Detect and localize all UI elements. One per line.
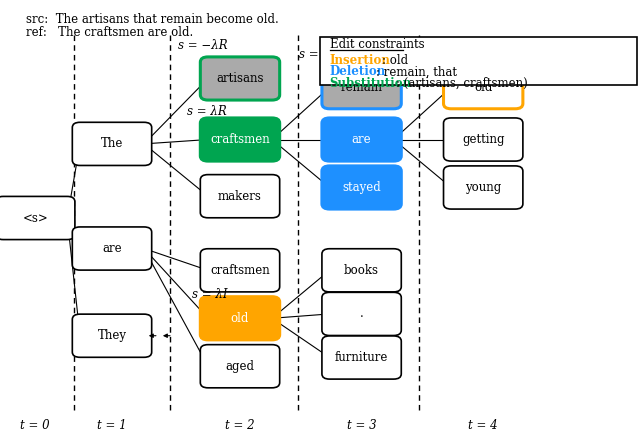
Text: Substitution: Substitution [330,77,412,90]
FancyBboxPatch shape [444,166,523,209]
Text: old: old [474,81,492,94]
Text: remain: remain [340,81,383,94]
FancyBboxPatch shape [200,174,280,218]
FancyBboxPatch shape [322,292,401,336]
FancyBboxPatch shape [72,227,152,270]
Text: t = 3: t = 3 [347,419,376,432]
FancyBboxPatch shape [322,336,401,379]
Text: are: are [352,133,371,146]
Text: : remain, that: : remain, that [376,65,458,78]
FancyBboxPatch shape [444,118,523,161]
FancyBboxPatch shape [72,314,152,358]
Text: : (artisans, craftsmen): : (artisans, craftsmen) [396,77,527,90]
FancyBboxPatch shape [322,249,401,292]
FancyBboxPatch shape [444,65,523,109]
Text: Deletion: Deletion [330,65,386,78]
Text: They: They [97,329,127,342]
Text: t = 1: t = 1 [97,419,127,432]
FancyBboxPatch shape [200,118,280,161]
Text: craftsmen: craftsmen [210,133,270,146]
FancyBboxPatch shape [72,122,152,165]
Text: s = λI: s = λI [435,48,470,61]
Text: t = 0: t = 0 [20,419,50,432]
Text: young: young [465,181,501,194]
FancyBboxPatch shape [0,196,75,240]
Text: craftsmen: craftsmen [210,264,270,277]
Text: stayed: stayed [342,181,381,194]
Text: artisans: artisans [216,72,264,85]
FancyBboxPatch shape [322,65,401,109]
Text: getting: getting [462,133,504,146]
Text: t = 4: t = 4 [468,419,498,432]
Text: s = λR: s = λR [188,105,227,118]
Text: s = −λR: s = −λR [177,39,227,52]
Text: <s>: <s> [22,211,48,225]
Text: books: books [344,264,379,277]
FancyBboxPatch shape [200,344,280,388]
Text: The: The [101,137,123,150]
Text: aged: aged [225,360,255,373]
Text: Edit constraints: Edit constraints [330,37,424,51]
Text: makers: makers [218,190,262,203]
Text: : old: : old [382,54,408,67]
Text: are: are [102,242,122,255]
FancyBboxPatch shape [320,37,637,85]
FancyBboxPatch shape [200,296,280,340]
Text: furniture: furniture [335,351,388,364]
Text: old: old [231,312,249,325]
Text: Insertion: Insertion [330,54,390,67]
Text: s = −λD: s = −λD [299,48,349,61]
Text: src:  The artisans that remain become old.: src: The artisans that remain become old… [26,13,278,26]
FancyBboxPatch shape [322,118,401,161]
Text: t = 2: t = 2 [225,419,255,432]
Text: ref:   The craftsmen are old.: ref: The craftsmen are old. [26,26,193,39]
FancyBboxPatch shape [322,166,401,209]
FancyBboxPatch shape [200,57,280,100]
FancyBboxPatch shape [200,249,280,292]
Text: .: . [360,307,364,320]
Text: s = λI: s = λI [192,288,227,301]
